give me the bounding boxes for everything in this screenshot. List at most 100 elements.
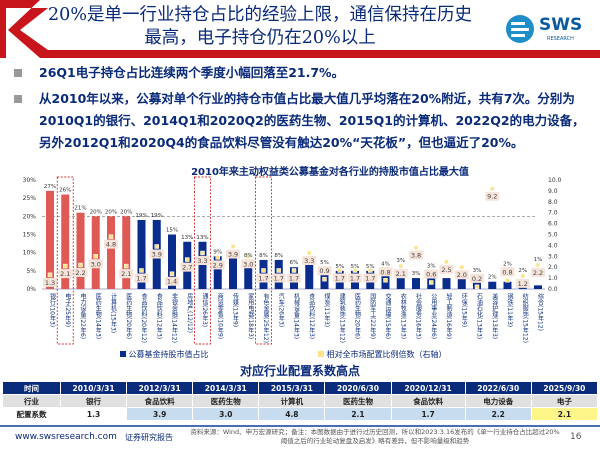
bar bbox=[46, 190, 54, 289]
bar-value-label: 5% bbox=[335, 264, 344, 270]
ratio-label-bg bbox=[454, 270, 469, 280]
y-tick-label: 20% bbox=[23, 213, 37, 220]
bullet-text: 从2010年以来，公募对单个行业的持仓市值占比最大值几乎均落在20%附近，共有7… bbox=[39, 91, 585, 150]
table-cell: 计算机 bbox=[258, 394, 326, 408]
bar-value-label: 5% bbox=[320, 260, 329, 266]
bar bbox=[488, 281, 497, 289]
bar bbox=[137, 219, 146, 289]
bar bbox=[503, 281, 512, 289]
table-title: 对应行业配置系数高点 bbox=[239, 364, 360, 378]
x-tick-label: 纺织服饰(15年12) bbox=[521, 292, 528, 343]
y-tick-label: 10% bbox=[23, 250, 37, 257]
y2-tick-label: 1.0 bbox=[548, 275, 558, 282]
x-tick-label: 计算机(15年3) bbox=[110, 292, 117, 333]
bar-value-label: 13% bbox=[196, 235, 208, 241]
bar-value-label: 2% bbox=[488, 275, 497, 281]
bar bbox=[473, 278, 481, 289]
ratio-value-label: 1.7 bbox=[365, 274, 375, 282]
x-tick-label: 电子(25年9) bbox=[64, 292, 71, 327]
table-cell: 2015/3/31 bbox=[258, 381, 326, 395]
ratio-value-label: 3.3 bbox=[197, 257, 207, 265]
x-tick-label: 电力设备(22年6) bbox=[79, 292, 86, 339]
ratio-value-label: 1.7 bbox=[289, 274, 299, 282]
bar bbox=[534, 285, 542, 289]
bar bbox=[412, 278, 420, 289]
x-tick-label: 钢铁(11年3) bbox=[506, 292, 513, 327]
x-tick-label: 通信(26年3) bbox=[201, 292, 208, 327]
ratio-value-label: 0.2 bbox=[472, 275, 482, 283]
ratio-value-label: 1.4 bbox=[167, 278, 177, 286]
bar-value-label: 15% bbox=[166, 228, 178, 234]
y2-tick-label: 9.0 bbox=[548, 188, 558, 195]
ratio-value-label: 2.7 bbox=[182, 264, 192, 272]
x-tick-label: 非银金融(14年12) bbox=[171, 292, 178, 343]
ratio-value-label: 2.1 bbox=[60, 270, 70, 278]
ratio-value-label: 0.8 bbox=[380, 268, 390, 276]
table-cell: 电力设备 bbox=[464, 394, 532, 408]
ratio-value-label: 3.9 bbox=[152, 250, 162, 258]
table-cell: 电子 bbox=[530, 394, 599, 408]
bar bbox=[396, 278, 405, 289]
ratio-label-bg bbox=[378, 267, 393, 277]
table-cell: 2014/3/31 bbox=[192, 381, 260, 395]
table-cell: 4.8 bbox=[258, 407, 326, 421]
footer-divider bbox=[0, 425, 600, 427]
x-tick-label: 建筑装饰(13年12) bbox=[338, 292, 345, 343]
ratio-marker bbox=[413, 245, 419, 250]
table-cell: 2020/12/31 bbox=[390, 381, 466, 395]
ratio-value-label: 2.1 bbox=[396, 270, 406, 278]
table-cell: 食品饮料 bbox=[390, 394, 466, 408]
x-tick-label: 食品饮料(12年3) bbox=[308, 292, 315, 339]
bar-value-label: 5% bbox=[366, 264, 375, 270]
bar bbox=[305, 263, 314, 289]
ratio-marker bbox=[291, 268, 297, 273]
x-tick-label: 机械设备(14年3) bbox=[293, 292, 300, 339]
x-tick-label: 房地产(12/12) bbox=[186, 292, 193, 333]
ratio-value-label: 1.3 bbox=[45, 279, 55, 287]
table-cell: 2020/6/30 bbox=[324, 381, 392, 395]
page-title: 20%是单一行业持仓占比的经验上限，通信保持在历史最高，电子持仓仍在20%以上 bbox=[48, 5, 472, 48]
bar-value-label: 20% bbox=[105, 209, 117, 215]
coefficient-table: 时间 2010/3/31 2012/3/31 2014/3/31 2015/3/31 20… bbox=[2, 381, 599, 421]
bar bbox=[457, 278, 466, 289]
x-tick-label: 传媒(13年9) bbox=[232, 292, 239, 327]
ratio-value-label: 2.2 bbox=[75, 269, 85, 277]
highlight-box bbox=[194, 176, 211, 345]
bar-value-label: 13% bbox=[181, 235, 193, 241]
ratio-marker bbox=[108, 234, 114, 239]
x-tick-label: 石油石化(13年3) bbox=[476, 293, 483, 339]
ratio-value-label: 2.0 bbox=[457, 271, 467, 279]
ratio-value-label: 1.7 bbox=[258, 274, 268, 282]
ratio-label-bg bbox=[195, 256, 210, 266]
ratio-label-bg bbox=[165, 276, 179, 286]
chart-title: 2010年来主动权益类公募基金对各行业的持股市值占比最大值 bbox=[191, 167, 469, 178]
y2-tick-label: 4.0 bbox=[548, 242, 558, 249]
legend-label: 相对全市场配置比例倍数（右轴） bbox=[326, 350, 447, 359]
ratio-marker bbox=[139, 268, 144, 273]
x-tick-label: 医药生物(14年3) bbox=[94, 293, 101, 339]
ratio-label-bg bbox=[500, 267, 515, 277]
highlight-box bbox=[255, 176, 272, 345]
bar bbox=[198, 241, 207, 289]
legend-swatch-icon bbox=[120, 351, 126, 357]
ratio-label-bg bbox=[241, 259, 256, 269]
ratio-label-bg bbox=[332, 273, 347, 283]
bar-value-label: 8% bbox=[244, 253, 253, 259]
bar bbox=[61, 194, 70, 289]
table-cell: 医药生物 bbox=[192, 394, 260, 408]
ratio-label-bg bbox=[439, 264, 454, 274]
website-link[interactable]: www.swsresearch.com bbox=[15, 432, 117, 442]
x-tick-label: 农林牧渔(13年3) bbox=[399, 292, 406, 339]
table-cell: 2022/6/30 bbox=[464, 381, 532, 395]
source-note: 资料来源：Wind、申万宏源研究；备注：本图数据由于进行过历史回测，所以和202… bbox=[190, 428, 560, 445]
bar bbox=[442, 278, 451, 289]
ratio-value-label: 2.1 bbox=[121, 270, 131, 278]
ratio-label-bg bbox=[73, 268, 88, 278]
ratio-marker bbox=[200, 250, 205, 256]
ratio-label-bg bbox=[485, 191, 500, 201]
ratio-label-bg bbox=[363, 273, 378, 283]
y2-tick-label: 7.0 bbox=[548, 210, 558, 217]
ratio-marker bbox=[230, 244, 236, 249]
table-cell: 3.9 bbox=[126, 407, 194, 421]
table-row: 配置系数 1.3 3.9 3.0 4.8 2.1 1.7 2.2 2.1 bbox=[2, 407, 599, 421]
